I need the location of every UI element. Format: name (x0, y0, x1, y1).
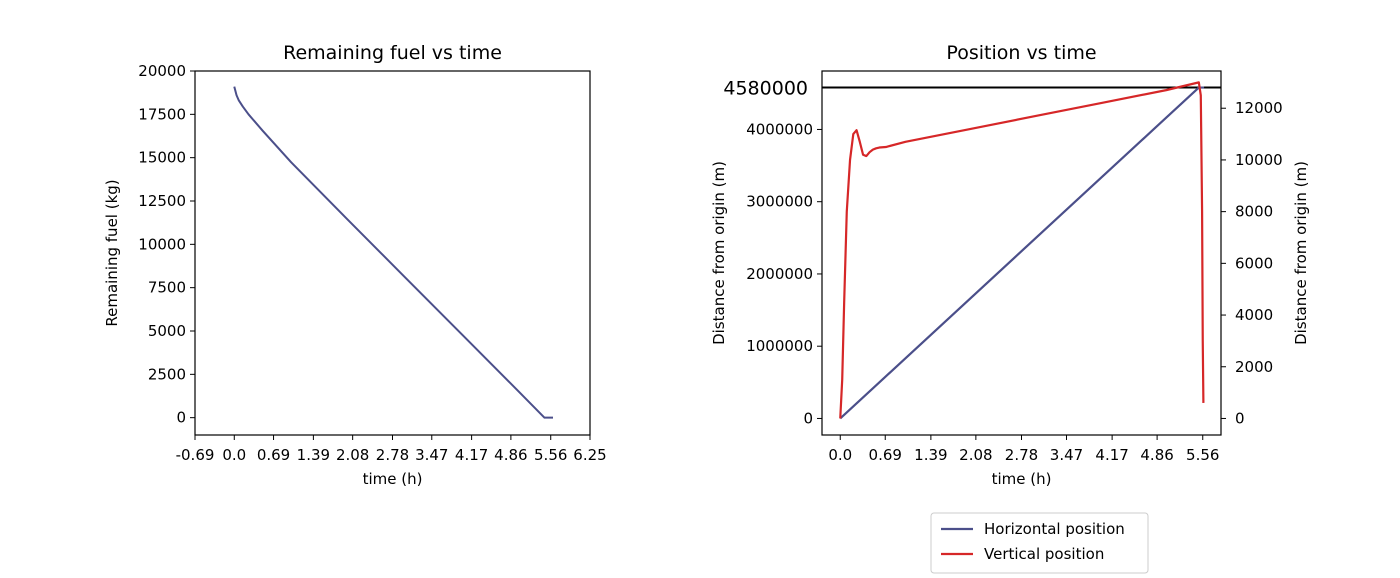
position-x-tick-label: 4.17 (1095, 446, 1128, 464)
vertical-position-line (839, 81, 1205, 419)
fuel-series-line (233, 86, 553, 419)
position-y-tick-label-left: 0 (803, 409, 813, 427)
position-y-tick-label-right: 4000 (1235, 306, 1273, 324)
fuel-series-group (233, 86, 553, 419)
fuel-x-tick-label: -0.69 (176, 446, 215, 464)
position-x-tick-label: 3.47 (1050, 446, 1083, 464)
position-y-tick-label-right: 8000 (1235, 203, 1273, 221)
position-y-tick-label-right: 2000 (1235, 358, 1273, 376)
position-x-tick-label: 1.39 (914, 446, 947, 464)
fuel-x-tick-label: 2.08 (336, 446, 369, 464)
position-x-tick-label: 4.86 (1140, 446, 1173, 464)
fuel-y-tick-label: 2500 (148, 365, 186, 383)
fuel-x-ticks: -0.69 0.0 0.69 1.39 2.08 2.78 3.47 4.17 4.86 5.56… (176, 435, 607, 464)
fuel-x-tick-label: 3.47 (415, 446, 448, 464)
fuel-y-tick-label: 7500 (148, 279, 186, 297)
fuel-x-axis-label: time (h) (363, 470, 423, 488)
fuel-x-tick-label: 0.69 (257, 446, 290, 464)
fuel-x-tick-label: 4.86 (494, 446, 527, 464)
position-y-tick-label-right: 6000 (1235, 254, 1273, 272)
fuel-y-tick-label: 12500 (138, 192, 186, 210)
fuel-y-tick-label: 15000 (138, 149, 186, 167)
position-x-tick-label: 2.08 (959, 446, 992, 464)
fuel-y-tick-label: 10000 (138, 235, 186, 253)
position-y-axis-label-left: Distance from origin (m) (710, 161, 728, 345)
fuel-x-tick-label: 0.0 (222, 446, 246, 464)
fuel-plot-frame (194, 70, 591, 436)
fuel-x-tick-label: 5.56 (534, 446, 567, 464)
position-x-ticks: 0.0 0.69 1.39 2.08 2.78 3.47 4.17 4.86 5.56 (828, 435, 1219, 464)
fuel-x-tick-label: 2.78 (376, 446, 409, 464)
position-y-tick-label-left: 1000000 (746, 337, 813, 355)
fuel-y-tick-label: 20000 (138, 62, 186, 80)
position-chart: Position vs time 0.0 0.69 1.39 2.08 2.78 3.47… (710, 42, 1310, 488)
position-series-group (839, 81, 1205, 420)
position-plot-frame (821, 70, 1222, 436)
fuel-y-tick-label: 17500 (138, 105, 186, 123)
position-y-tick-label-left: 4000000 (746, 120, 813, 138)
position-y-axis-label-right: Distance from origin (m) (1292, 161, 1310, 345)
position-y-tick-label-right: 12000 (1235, 99, 1283, 117)
position-x-tick-label: 0.69 (869, 446, 902, 464)
fuel-x-tick-label: 1.39 (297, 446, 330, 464)
position-y-ticks-right: 0 2000 4000 6000 8000 10000 12000 (1221, 99, 1283, 427)
position-x-tick-label: 0.0 (828, 446, 852, 464)
fuel-y-tick-label: 0 (176, 409, 186, 427)
fuel-chart-title: Remaining fuel vs time (283, 42, 502, 64)
legend-box (930, 512, 1149, 574)
position-x-tick-label: 2.78 (1005, 446, 1038, 464)
fuel-x-tick-label: 4.17 (455, 446, 488, 464)
fuel-y-ticks: 0 2500 5000 7500 10000 12500 15000 17500 20000 (138, 62, 195, 427)
position-x-axis-label: time (h) (992, 470, 1052, 488)
position-y-tick-label-left: 3000000 (746, 193, 813, 211)
fuel-y-tick-label: 5000 (148, 322, 186, 340)
position-y-ticks-left: 0 1000000 2000000 3000000 4000000 (746, 120, 822, 427)
fuel-chart: Remaining fuel vs time -0.69 0.0 0.69 1.39 2… (103, 42, 607, 488)
legend-label-vertical: Vertical position (984, 545, 1104, 563)
legend-label-horizontal: Horizontal position (984, 520, 1125, 538)
fuel-y-axis-label: Remaining fuel (kg) (103, 179, 121, 326)
position-chart-title: Position vs time (946, 42, 1096, 64)
position-y-tick-label-left: 2000000 (746, 265, 813, 283)
position-y-tick-label-right: 0 (1235, 409, 1245, 427)
legend: Horizontal position Vertical position (930, 512, 1149, 574)
position-y-tick-label-right: 10000 (1235, 151, 1283, 169)
reference-line-group: 4580000 (723, 78, 1221, 100)
position-x-tick-label: 5.56 (1186, 446, 1219, 464)
reference-line-label: 4580000 (723, 78, 808, 100)
fuel-x-tick-label: 6.25 (573, 446, 606, 464)
